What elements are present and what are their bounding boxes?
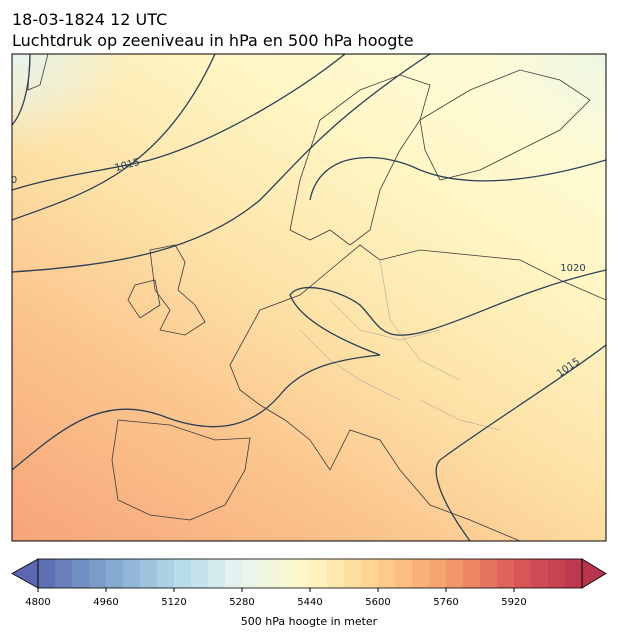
colorbar-segment [140,559,158,588]
colorbar-tick-label: 4800 [25,597,50,608]
colorbar-segment [191,559,209,588]
colorbar-segment [157,559,175,588]
colorbar: 4800 4960 5120 5280 5440 5600 5760 5920 [11,558,607,608]
colorbar-extend-high [581,558,607,589]
colorbar-segment [38,559,56,588]
colorbar-segment [208,559,226,588]
colorbar-segment [72,559,90,588]
contour-label: 0 [11,175,17,186]
colorbar-tick-label: 5120 [161,597,186,608]
colorbar-extend-low [11,558,39,589]
colorbar-segment [446,559,464,588]
colorbar-segment [514,559,532,588]
subtitle: Luchtdruk op zeeniveau in hPa en 500 hPa… [12,31,414,50]
colorbar-segment [327,559,345,588]
colorbar-tick-label: 5920 [501,597,526,608]
colorbar-segment [344,559,362,588]
colorbar-segment [548,559,566,588]
colorbar-segment [412,559,430,588]
colorbar-segment [225,559,243,588]
colorbar-segment [480,559,498,588]
colorbar-segment [378,559,396,588]
colorbar-tick-label: 4960 [93,597,118,608]
colorbar-segment [497,559,515,588]
colorbar-segment [361,559,379,588]
colorbar-segment [242,559,260,588]
colorbar-segment [429,559,447,588]
colorbar-segment [395,559,413,588]
colorbar-segment [531,559,549,588]
colorbar-segment [276,559,294,588]
colorbar-tick-label: 5440 [297,597,322,608]
colorbar-segment [123,559,141,588]
map [12,54,606,541]
colorbar-segment [55,559,73,588]
colorbar-segment [174,559,192,588]
colorbar-segment [89,559,107,588]
colorbar-tick-label: 5600 [365,597,390,608]
colorbar-tick-label: 5760 [433,597,458,608]
colorbar-segment [565,559,583,588]
contour-label: 1020 [560,263,585,274]
colorbar-segment [463,559,481,588]
colorbar-label: 500 hPa hoogte in meter [241,615,378,628]
map-frame [11,53,607,542]
colorbar-segment [259,559,277,588]
colorbar-segment [106,559,124,588]
title: 18-03-1824 12 UTC [12,10,167,29]
colorbar-segment [293,559,311,588]
colorbar-tick-label: 5280 [229,597,254,608]
colorbar-segment [310,559,328,588]
